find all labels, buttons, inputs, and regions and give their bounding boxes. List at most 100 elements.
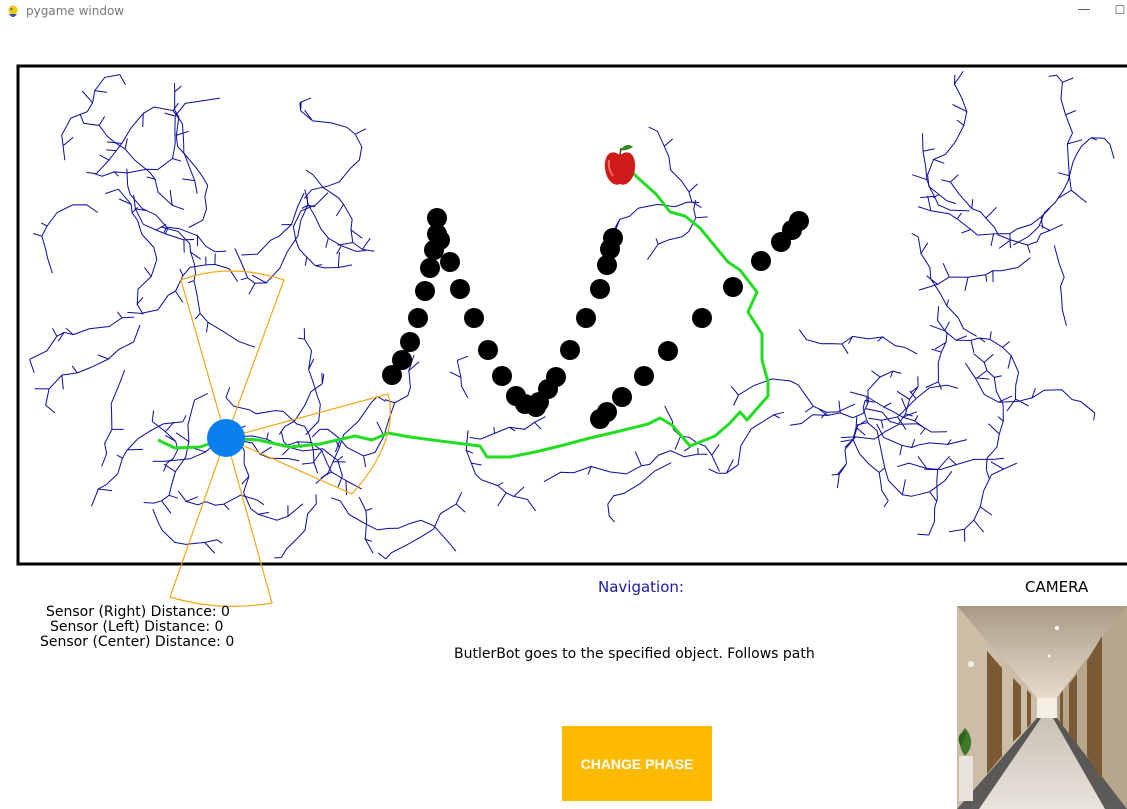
obstacle (612, 387, 632, 407)
obstacle (560, 340, 580, 360)
tree-branch (177, 490, 265, 511)
tree-branch (1053, 245, 1067, 326)
minimize-icon[interactable]: — (1077, 2, 1091, 17)
obstacle (590, 279, 610, 299)
window-title: pygame window (26, 4, 125, 18)
obstacle (450, 279, 470, 299)
tree-branch (543, 447, 708, 483)
obstacle (603, 228, 623, 248)
tree-branch (315, 395, 386, 484)
tree-branch (331, 497, 457, 552)
obstacle (751, 251, 771, 271)
tree-branch (90, 415, 187, 507)
tree-branch (127, 253, 239, 314)
sensor-right-readout: Sensor (Right) Distance: 0 (46, 604, 230, 620)
tree-branch (305, 169, 375, 252)
tree-branch (949, 461, 1018, 542)
tree-branch (927, 70, 968, 205)
tree-branch (377, 491, 466, 560)
tree-branch (278, 372, 325, 435)
tree-branch (841, 376, 919, 448)
apple-icon (604, 145, 636, 185)
tree-branch (912, 133, 970, 212)
tree-branch (241, 192, 305, 256)
tree-branch (301, 189, 366, 255)
obstacle (597, 255, 617, 275)
tree-branch (86, 102, 198, 194)
obstacle (492, 366, 512, 386)
tree-branch (865, 408, 948, 433)
planned-path (157, 166, 770, 459)
obstacle (692, 308, 712, 328)
obstacle (427, 208, 447, 228)
obstacle (440, 252, 460, 272)
tree-branch (311, 354, 420, 467)
tree-branch (708, 411, 784, 474)
tree-branch (789, 370, 902, 426)
tree-branch (297, 328, 321, 436)
camera-label: CAMERA (1025, 578, 1089, 596)
sensor-cone-left (180, 270, 285, 440)
obstacle (478, 340, 498, 360)
camera-feed (957, 606, 1127, 809)
navigation-label: Navigation: (598, 578, 684, 596)
robot[interactable] (207, 419, 245, 457)
obstacle (392, 350, 412, 370)
tree-branch (61, 74, 126, 161)
obstacle (576, 308, 596, 328)
tree-branch (840, 416, 889, 508)
obstacle (546, 367, 566, 387)
obstacle (634, 366, 654, 386)
obstacle (464, 308, 484, 328)
tree-branch (940, 174, 1064, 254)
tree-branch (225, 387, 319, 474)
tree-branch (798, 329, 918, 355)
obstacle (408, 308, 428, 328)
tree-branch (646, 199, 708, 260)
tree-branch (850, 391, 926, 435)
tree-branch (160, 226, 256, 348)
tree-branch (94, 97, 220, 177)
arena-border (16, 64, 1127, 566)
tree-branch (1048, 74, 1087, 203)
tree-branch (917, 455, 950, 536)
pygame-icon (8, 5, 18, 17)
sensor-cone-center (169, 436, 273, 607)
maximize-icon[interactable]: ☐ (1114, 3, 1126, 17)
tree-branch (234, 196, 316, 295)
tree-branch (449, 355, 469, 399)
title-bar: pygame window — ☐ (0, 0, 1127, 24)
obstacle (420, 258, 440, 278)
tree-branch (32, 204, 98, 274)
tree-branch (876, 423, 968, 456)
obstacle-group (382, 208, 809, 429)
obstacle (597, 402, 617, 422)
tree-branch (664, 405, 720, 472)
tree-branch (929, 321, 1029, 412)
tree-branch (234, 433, 304, 521)
tree-branch (911, 232, 977, 337)
rrt-tree (29, 70, 1115, 560)
tree-branch (133, 194, 195, 253)
tree-branch (730, 378, 856, 419)
tree-branch (299, 97, 367, 199)
tree-branch (292, 192, 353, 269)
tree-branch (151, 410, 179, 472)
sensor-cone-right (224, 393, 391, 495)
tree-branch (917, 195, 1051, 249)
obstacle (415, 281, 435, 301)
tree-branch (29, 311, 135, 374)
tree-branch (964, 362, 1096, 421)
change-phase-button[interactable]: CHANGE PHASE (562, 726, 712, 801)
tree-branch (126, 168, 227, 253)
tree-branch (918, 257, 1031, 292)
tree-branch (101, 369, 126, 467)
tree-branch (105, 188, 158, 315)
tree-branch (1013, 137, 1115, 246)
tree-branch (226, 421, 362, 496)
tree-branch (465, 430, 537, 512)
tree-branch (143, 392, 209, 514)
obstacle (430, 230, 450, 250)
obstacle (400, 332, 420, 352)
obstacle (723, 277, 743, 297)
